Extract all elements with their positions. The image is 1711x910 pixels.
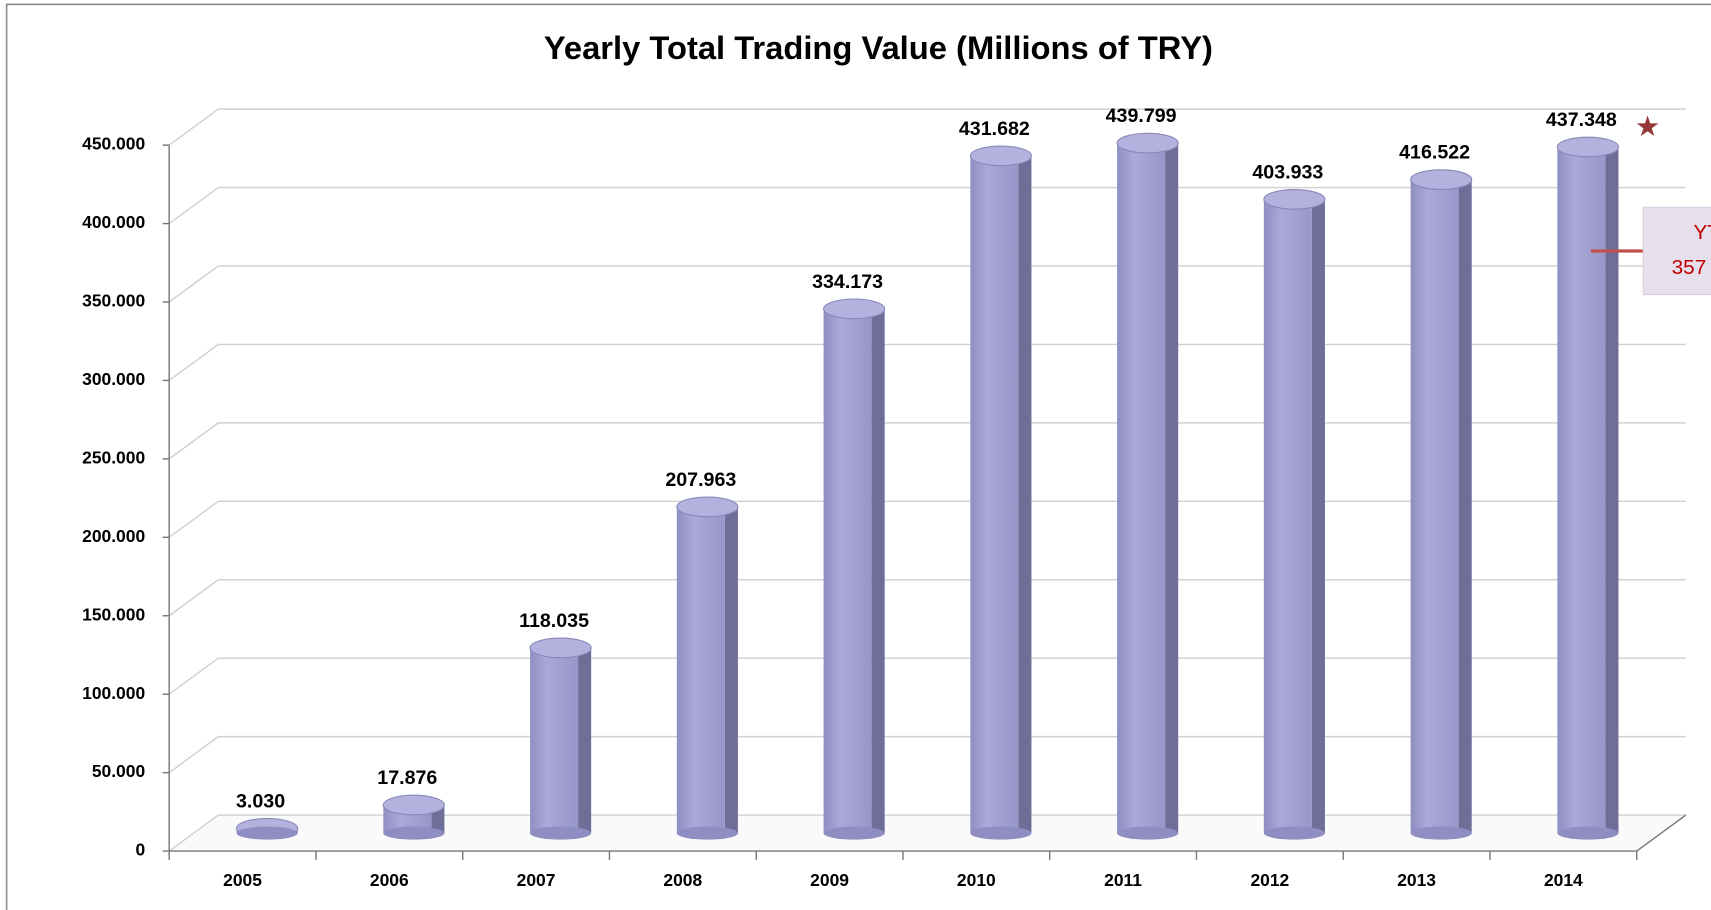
y-tick-label: 50.000 bbox=[92, 761, 145, 781]
bar bbox=[1263, 199, 1312, 834]
bar-bottom bbox=[823, 826, 885, 840]
bar-side bbox=[871, 308, 885, 834]
bar-top bbox=[969, 145, 1032, 167]
data-label: 207.963 bbox=[665, 469, 736, 491]
grid-line bbox=[168, 265, 1686, 303]
grid-line bbox=[168, 422, 1686, 460]
data-label: 403.933 bbox=[1252, 161, 1323, 183]
x-tick-label: 2007 bbox=[517, 870, 556, 890]
bar bbox=[1557, 146, 1606, 834]
y-tick-label: 150.000 bbox=[82, 604, 145, 624]
bar-side bbox=[578, 647, 592, 834]
bar-top bbox=[382, 794, 445, 816]
x-tick-label: 2013 bbox=[1397, 870, 1436, 890]
bar bbox=[676, 506, 725, 834]
chart-title: Yearly Total Trading Value (Millions of … bbox=[544, 29, 1213, 66]
x-tick-label: 2006 bbox=[370, 870, 409, 890]
bar bbox=[530, 647, 579, 834]
y-tick-label: 200.000 bbox=[82, 526, 145, 546]
annotation-text: 357 bbox=[1672, 256, 1707, 279]
bar-top bbox=[823, 298, 886, 320]
y-tick-label: 250.000 bbox=[82, 447, 145, 467]
grid-line bbox=[168, 108, 1686, 146]
bar bbox=[1117, 143, 1166, 834]
bar-bottom bbox=[1117, 826, 1179, 840]
bar-top bbox=[1410, 169, 1473, 191]
x-tick-label: 2014 bbox=[1544, 870, 1583, 890]
bar-top bbox=[1263, 189, 1326, 210]
grid-line bbox=[168, 500, 1686, 538]
data-label: 3.030 bbox=[236, 790, 285, 812]
data-label: 416.522 bbox=[1399, 142, 1470, 164]
bar-top bbox=[1556, 136, 1620, 158]
bar-side bbox=[1018, 155, 1032, 834]
data-label: 437.348 bbox=[1546, 109, 1617, 131]
data-label: 118.035 bbox=[519, 610, 589, 632]
bar-side bbox=[1605, 146, 1619, 834]
annotation-box bbox=[1642, 206, 1711, 296]
y-tick-label: 400.000 bbox=[82, 212, 145, 232]
x-tick-label: 2009 bbox=[810, 870, 849, 890]
x-tick-label: 2010 bbox=[957, 870, 996, 890]
bar-side bbox=[1165, 143, 1179, 834]
grid-line bbox=[168, 657, 1686, 695]
y-tick-label: 0 bbox=[135, 840, 145, 860]
plot-area: 0 50.000 100.000 150.000 200.000 250.000 300.0… bbox=[82, 105, 1711, 890]
bar-bottom bbox=[383, 826, 445, 840]
y-tick-label: 450.000 bbox=[82, 134, 145, 154]
x-tick-label: 2012 bbox=[1250, 870, 1289, 890]
bar-top bbox=[1116, 132, 1179, 154]
y-tick-label: 100.000 bbox=[82, 683, 145, 703]
grid-line bbox=[168, 579, 1686, 617]
bar-bottom bbox=[970, 826, 1032, 840]
bar-top bbox=[676, 496, 739, 518]
bar-bottom bbox=[1410, 826, 1472, 840]
bar bbox=[823, 308, 872, 834]
grid-line bbox=[168, 343, 1686, 382]
y-tick-label: 350.000 bbox=[82, 291, 145, 311]
bar-side bbox=[724, 506, 738, 834]
bar-bottom bbox=[530, 826, 592, 840]
data-label: 334.173 bbox=[812, 271, 883, 293]
grid-line bbox=[168, 814, 1686, 852]
bar-bottom bbox=[1263, 826, 1325, 840]
bar bbox=[970, 155, 1019, 834]
x-tick-label: 2005 bbox=[223, 870, 262, 890]
bar-bottom bbox=[1557, 826, 1619, 840]
y-tick-label: 300.000 bbox=[82, 369, 145, 389]
x-tick-label: 2008 bbox=[663, 870, 702, 890]
star-marker: ★ bbox=[1635, 111, 1660, 143]
data-label: 431.682 bbox=[959, 118, 1030, 140]
x-tick-label: 2011 bbox=[1104, 870, 1142, 890]
annotation-text: YT bbox=[1693, 221, 1711, 244]
grid-line bbox=[168, 735, 1686, 774]
bar-side bbox=[1458, 179, 1472, 834]
bar-bottom bbox=[676, 826, 738, 840]
bar-side bbox=[1311, 199, 1325, 834]
grid-line bbox=[168, 186, 1686, 225]
bar-bottom bbox=[236, 826, 298, 840]
data-label: 439.799 bbox=[1106, 105, 1177, 127]
data-label: 17.876 bbox=[377, 767, 437, 789]
bar bbox=[1410, 179, 1459, 834]
bar-top bbox=[529, 637, 592, 659]
